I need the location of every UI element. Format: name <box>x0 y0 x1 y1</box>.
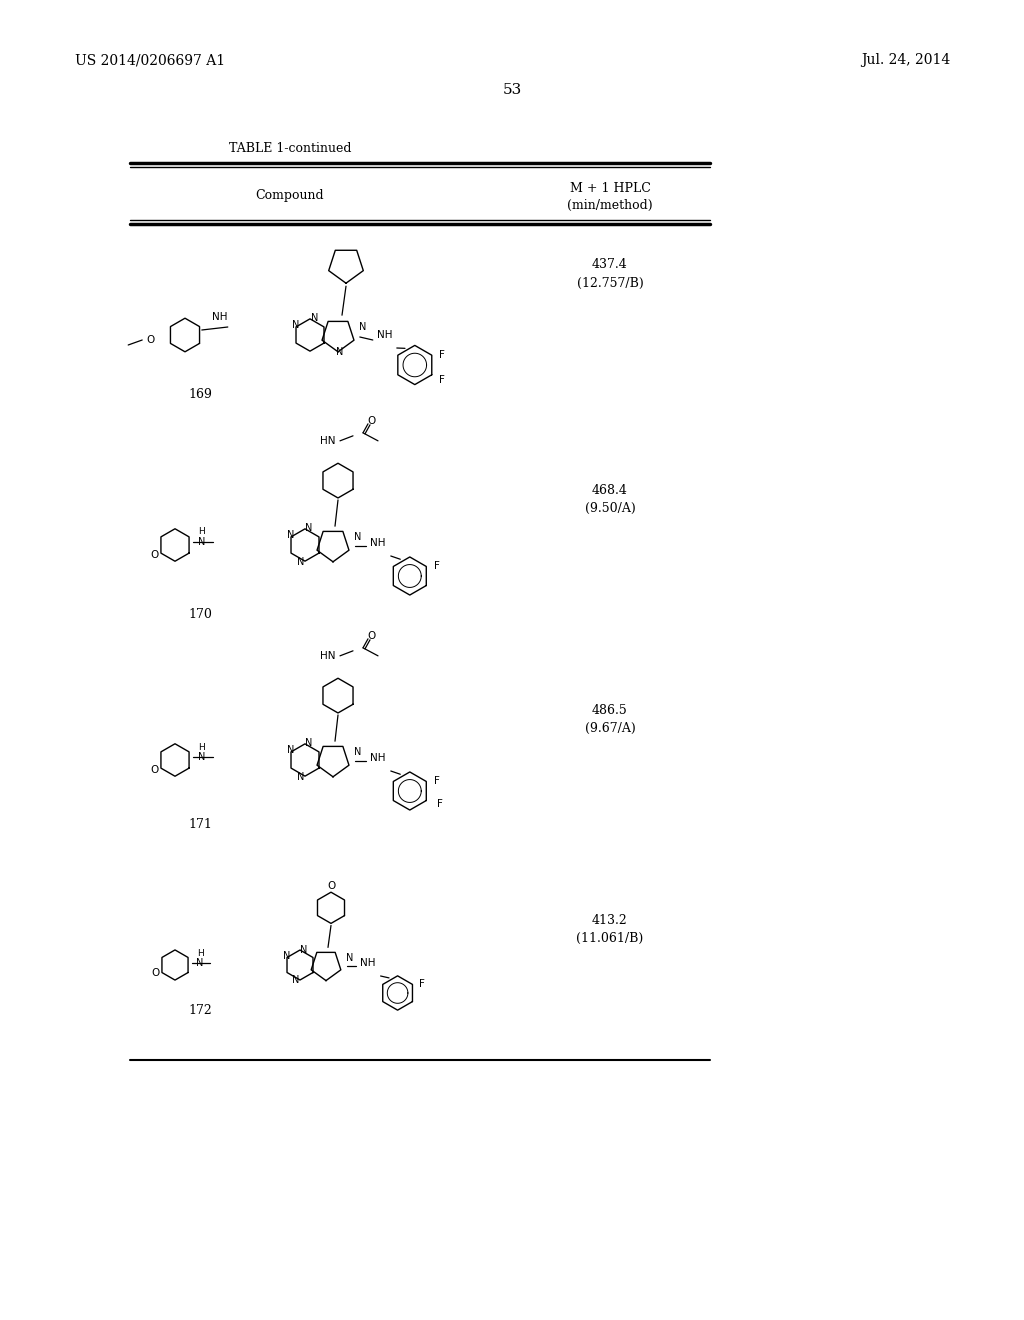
Text: HN: HN <box>321 436 336 446</box>
Text: TABLE 1-continued: TABLE 1-continued <box>228 141 351 154</box>
Text: N: N <box>198 537 205 546</box>
Text: N: N <box>292 975 300 985</box>
Text: N: N <box>198 752 205 762</box>
Text: (11.061/B): (11.061/B) <box>577 932 644 945</box>
Text: (12.757/B): (12.757/B) <box>577 276 643 289</box>
Text: N: N <box>288 744 295 755</box>
Text: N: N <box>284 950 291 961</box>
Text: N: N <box>354 747 361 756</box>
Text: (9.67/A): (9.67/A) <box>585 722 635 734</box>
Text: (min/method): (min/method) <box>567 198 653 211</box>
Text: US 2014/0206697 A1: US 2014/0206697 A1 <box>75 53 225 67</box>
Text: NH: NH <box>212 312 227 322</box>
Text: Jul. 24, 2014: Jul. 24, 2014 <box>861 53 950 67</box>
Text: N: N <box>288 531 295 540</box>
Text: N: N <box>292 319 300 330</box>
Text: M + 1 HPLC: M + 1 HPLC <box>569 181 650 194</box>
Text: O: O <box>151 550 159 560</box>
Text: 468.4: 468.4 <box>592 483 628 496</box>
Text: N: N <box>346 953 353 964</box>
Text: N: N <box>336 347 344 356</box>
Text: O: O <box>367 416 375 426</box>
Text: O: O <box>152 968 160 978</box>
Text: NH: NH <box>370 752 386 763</box>
Text: 413.2: 413.2 <box>592 913 628 927</box>
Text: 53: 53 <box>503 83 521 96</box>
Text: F: F <box>437 799 442 809</box>
Text: N: N <box>311 313 318 323</box>
Text: (9.50/A): (9.50/A) <box>585 502 635 515</box>
Text: F: F <box>434 561 439 572</box>
Text: N: N <box>297 557 305 568</box>
Text: 169: 169 <box>188 388 212 401</box>
Text: O: O <box>151 766 159 775</box>
Text: H: H <box>198 528 205 536</box>
Text: NH: NH <box>370 539 386 548</box>
Text: N: N <box>197 958 204 968</box>
Text: F: F <box>419 979 425 990</box>
Text: 171: 171 <box>188 818 212 832</box>
Text: F: F <box>439 350 445 360</box>
Text: N: N <box>297 772 305 781</box>
Text: N: N <box>358 322 367 333</box>
Text: N: N <box>305 738 312 748</box>
Text: F: F <box>439 375 445 385</box>
Text: O: O <box>146 335 155 345</box>
Text: O: O <box>327 882 335 891</box>
Text: N: N <box>300 945 307 954</box>
Text: 437.4: 437.4 <box>592 259 628 272</box>
Text: HN: HN <box>321 651 336 661</box>
Text: H: H <box>197 949 204 957</box>
Text: 170: 170 <box>188 609 212 622</box>
Text: F: F <box>434 776 439 787</box>
Text: O: O <box>367 631 375 640</box>
Text: 486.5: 486.5 <box>592 704 628 717</box>
Text: Compound: Compound <box>256 189 325 202</box>
Text: N: N <box>354 532 361 543</box>
Text: N: N <box>305 523 312 533</box>
Text: NH: NH <box>359 958 376 968</box>
Text: 172: 172 <box>188 1003 212 1016</box>
Text: H: H <box>198 742 205 751</box>
Text: NH: NH <box>377 330 392 341</box>
